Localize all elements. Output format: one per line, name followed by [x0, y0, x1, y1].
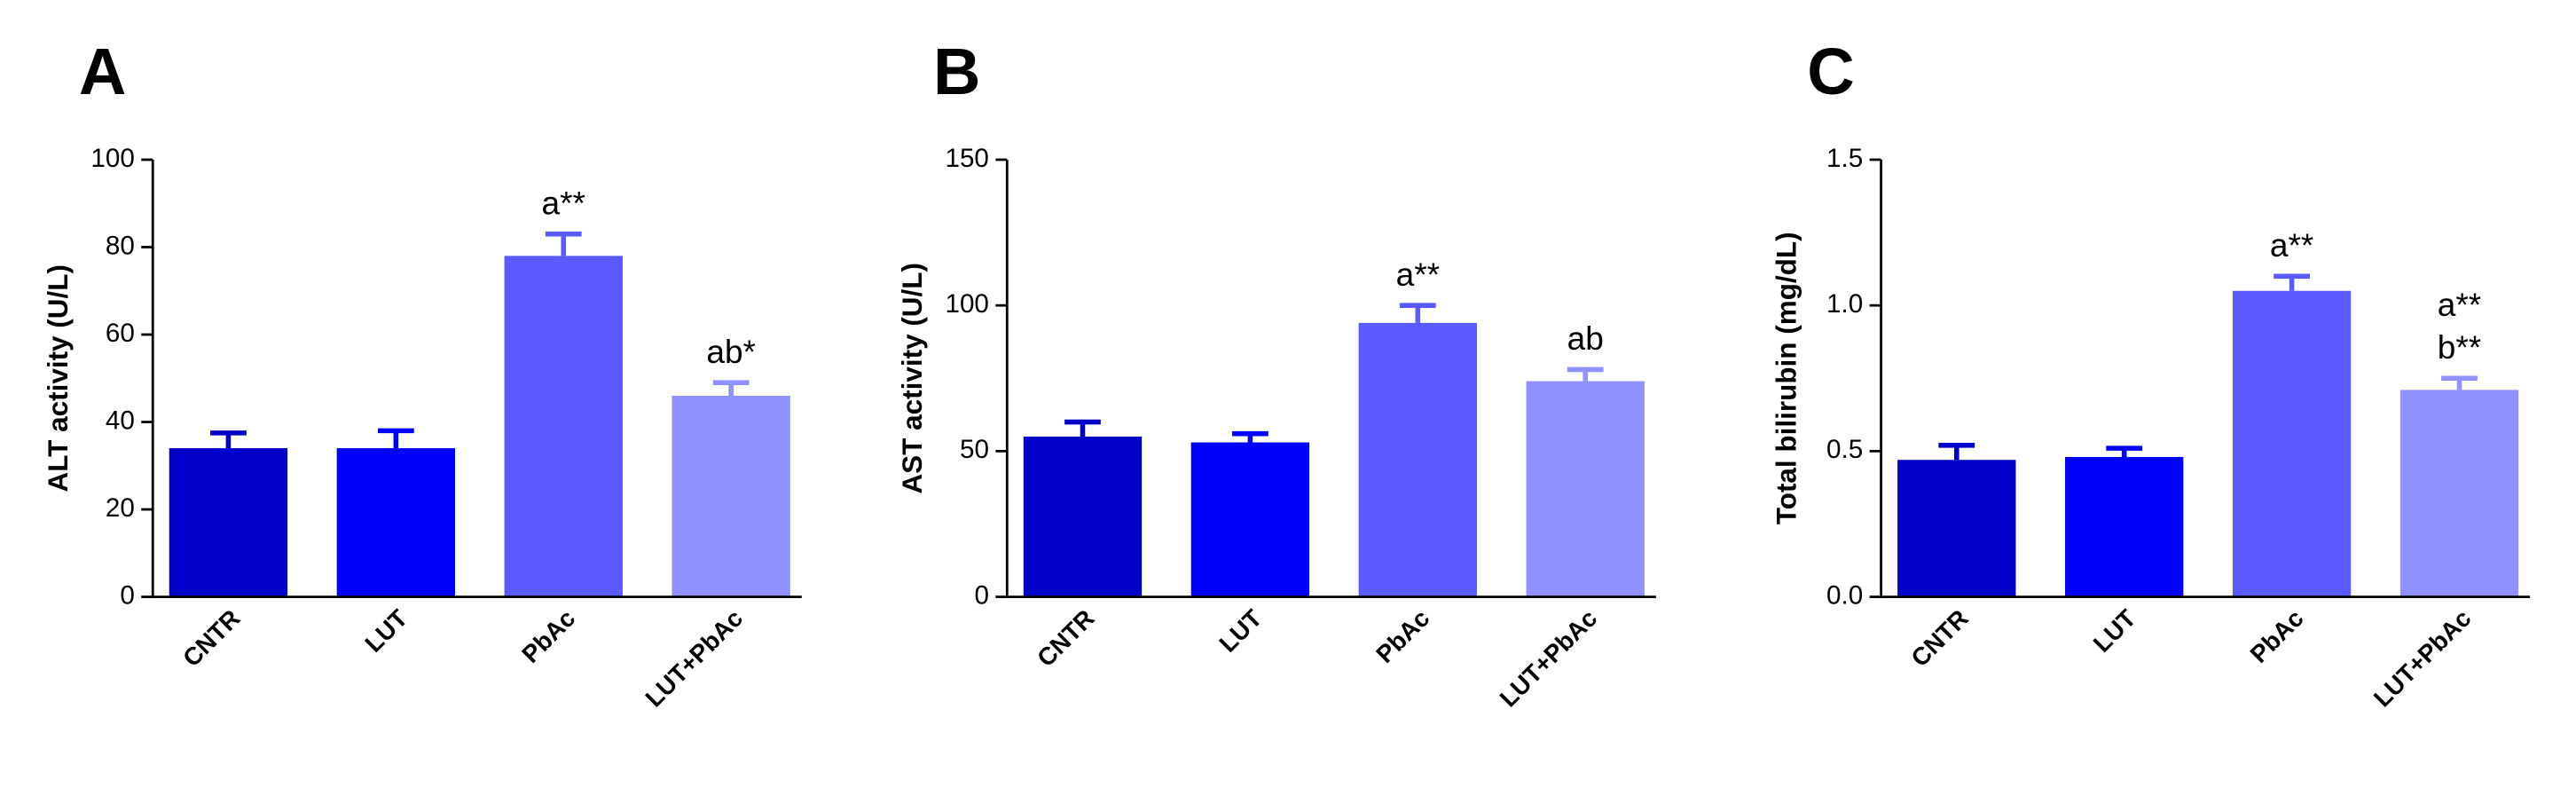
- y-tick-label: 0.0: [1826, 580, 1863, 610]
- bar: [2065, 456, 2184, 597]
- bar: [169, 448, 288, 597]
- y-tick-label: 20: [106, 493, 135, 523]
- error-bar: [712, 380, 750, 396]
- y-tick-label: 1.0: [1826, 289, 1863, 319]
- x-tick-label: LUT+PbAc: [1495, 604, 1603, 713]
- x-tick-label: PbAc: [2245, 604, 2309, 668]
- annotation: b**: [2438, 328, 2481, 366]
- annotation: a**: [1396, 256, 1440, 293]
- y-tick-label: 100: [90, 144, 134, 173]
- panel-label: A: [79, 35, 127, 108]
- y-tick-label: 40: [106, 406, 135, 435]
- x-tick-label: CNTR: [1032, 604, 1099, 672]
- bar: [1023, 436, 1143, 597]
- y-tick-label: 50: [960, 435, 989, 464]
- error-bar: [1064, 419, 1101, 437]
- error-bar: [545, 231, 582, 256]
- bar: [2232, 290, 2352, 597]
- error-bar: [210, 430, 247, 449]
- annotation: a**: [542, 184, 585, 221]
- y-tick-label: 60: [106, 319, 135, 348]
- annotation: a**: [2270, 226, 2313, 264]
- x-tick-label: LUT: [1213, 604, 1267, 658]
- y-axis-label: ALT activity (U/L): [43, 264, 74, 492]
- x-tick-label: CNTR: [1905, 604, 1973, 672]
- x-tick-label: CNTR: [177, 604, 245, 672]
- annotation: ab: [1567, 319, 1604, 357]
- x-tick-label: LUT: [2088, 604, 2141, 658]
- y-axis-label: AST activity (U/L): [897, 263, 928, 494]
- y-tick-label: 0: [120, 580, 134, 610]
- annotation: ab*: [706, 333, 756, 370]
- bar: [1358, 322, 1477, 597]
- x-tick-label: LUT+PbAc: [2368, 604, 2477, 713]
- y-tick-label: 0.5: [1826, 435, 1863, 464]
- error-bar: [2441, 375, 2478, 390]
- y-tick-label: 100: [945, 289, 988, 319]
- bar: [1190, 442, 1310, 597]
- bar: [671, 395, 790, 597]
- error-bar: [2274, 273, 2310, 291]
- bar: [1897, 460, 2016, 597]
- error-bar: [377, 428, 414, 449]
- error-bar: [1232, 430, 1268, 443]
- error-bar: [1567, 366, 1604, 382]
- bar: [1526, 381, 1645, 597]
- error-bar: [1938, 443, 1975, 461]
- y-axis-label: Total bilirubin (mg/dL): [1771, 232, 1802, 524]
- error-bar: [1399, 303, 1436, 323]
- y-tick-label: 1.5: [1826, 144, 1863, 173]
- y-tick-label: 80: [106, 231, 135, 260]
- panel-label: C: [1807, 35, 1855, 108]
- y-tick-label: 0: [974, 580, 988, 610]
- x-tick-label: PbAc: [1370, 604, 1434, 668]
- x-tick-label: LUT+PbAc: [640, 604, 748, 713]
- error-bar: [2106, 445, 2143, 457]
- annotation: a**: [2438, 286, 2481, 323]
- y-tick-label: 150: [945, 144, 988, 173]
- x-tick-label: PbAc: [516, 604, 580, 668]
- panel-label: B: [933, 35, 981, 108]
- bar: [2399, 390, 2519, 597]
- x-tick-label: LUT: [359, 604, 412, 658]
- bar: [504, 256, 623, 597]
- bar: [336, 448, 456, 597]
